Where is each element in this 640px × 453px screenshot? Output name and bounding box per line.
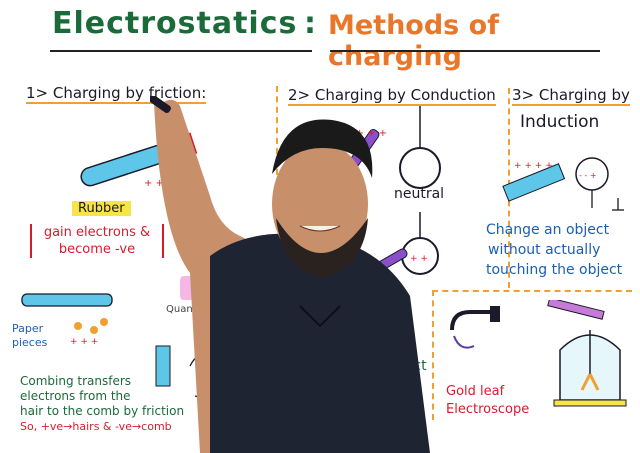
- neutral-label: neutral: [394, 186, 445, 202]
- presenter-photo: [150, 96, 430, 453]
- comb-text-line4: So, +ve→hairs & -ve→comb: [20, 420, 172, 433]
- heading-conduction: 2> Charging by Conduction: [288, 86, 496, 106]
- induction-illustration: + + + + - - +: [502, 157, 624, 211]
- divider-horizontal: [432, 290, 632, 292]
- gold-leaf-electroscope-illustration: [450, 300, 627, 407]
- title-underline-right: [330, 50, 600, 52]
- comb-text-line1: Combing transfers: [20, 374, 132, 388]
- title-colon: :: [304, 6, 316, 41]
- svg-text:+ + +: + + +: [70, 337, 98, 347]
- svg-text:+ + + +: + + + +: [514, 161, 553, 171]
- heading-induction-line1: 3> Charging by: [512, 86, 630, 106]
- svg-text:- - +: - - +: [579, 171, 597, 180]
- electroscope-label-line2: Electroscope: [446, 402, 530, 417]
- glass-rod-paper-illustration: + + +: [21, 293, 113, 347]
- divider-vertical-3: [432, 290, 434, 420]
- rubber-label: Rubber: [72, 201, 131, 216]
- svg-text:+ + + +: + + + +: [344, 128, 387, 139]
- gain-electrons-text: gain electrons & become -ve: [30, 224, 164, 258]
- induction-desc-line3: touching the object: [486, 262, 623, 278]
- title-electrostatics: Electrostatics: [52, 6, 298, 41]
- comb-text-line3: hair to the comb by friction: [20, 404, 185, 418]
- electroscope-label-line1: Gold leaf: [446, 384, 505, 399]
- title-methods-of-charging: Methods of charging: [328, 10, 499, 72]
- title-underline-left: [50, 50, 312, 52]
- paper-pieces-label: Paper pieces: [12, 322, 48, 349]
- heading-induction-line2: Induction: [520, 112, 600, 132]
- comb-text-line2: electrons from the: [20, 389, 131, 403]
- svg-text:+ +: + +: [144, 178, 164, 189]
- heading-friction: 1> Charging by friction:: [26, 84, 207, 104]
- divider-vertical-1: [276, 86, 278, 206]
- svg-text:+ +: + +: [410, 254, 428, 264]
- induction-desc-line1: Change an object: [486, 222, 610, 238]
- induction-desc-line2: without actually: [488, 242, 601, 258]
